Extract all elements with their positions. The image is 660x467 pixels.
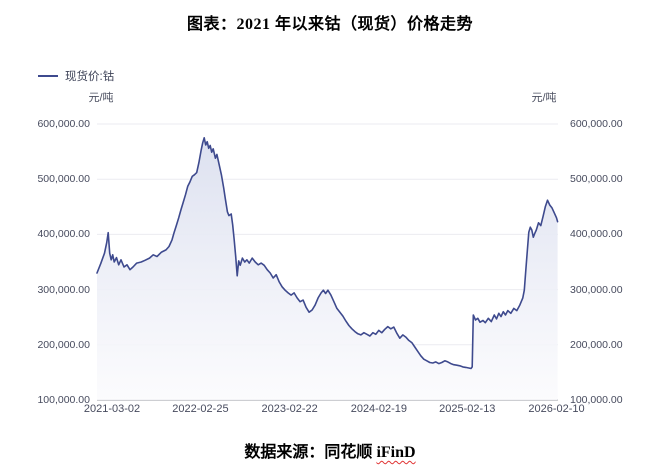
x-tick-label: 2022-02-25 <box>172 403 229 415</box>
y-tick-label-left: 100,000.00 <box>37 394 90 406</box>
y-tick-label-right: 300,000.00 <box>570 283 623 296</box>
y-tick-label-left: 500,000.00 <box>37 173 90 186</box>
y-tick-label-right: 600,000.00 <box>570 118 623 130</box>
data-source: 数据来源：同花顺 iFinD <box>0 438 660 462</box>
y-tick-label-right: 100,000.00 <box>570 394 623 406</box>
y-tick-label-left: 600,000.00 <box>37 118 90 130</box>
series-area-fill <box>97 137 558 401</box>
x-tick-label: 2025-02-13 <box>439 403 496 415</box>
x-tick-label: 2021-03-02 <box>83 403 141 415</box>
series-line-spot-cobalt <box>96 137 559 370</box>
y-tick-label-left: 200,000.00 <box>37 338 90 351</box>
x-tick-label: 2026-02-10 <box>528 403 585 415</box>
x-tick-label: 2024-02-19 <box>350 403 407 415</box>
chart-title: 图表：2021 年以来钴（现货）价格走势 <box>186 16 473 33</box>
data-source-brand: iFinD <box>376 444 416 461</box>
y-tick-label-right: 200,000.00 <box>570 338 623 351</box>
x-tick-label: 2023-02-22 <box>261 403 318 415</box>
y-axis-unit-left: 元/吨 <box>88 92 114 104</box>
legend-label: 现货价:钴 <box>65 71 115 83</box>
y-tick-label-right: 400,000.00 <box>570 228 623 241</box>
y-tick-label-right: 500,000.00 <box>570 173 623 186</box>
y-axis-unit-right: 元/吨 <box>531 92 557 104</box>
y-tick-label-left: 300,000.00 <box>37 283 90 296</box>
y-tick-label-left: 400,000.00 <box>37 228 90 241</box>
legend: 现货价:钴 <box>38 68 114 84</box>
legend-line-icon <box>38 75 58 77</box>
data-source-text: 数据来源：同花顺 <box>244 444 377 461</box>
